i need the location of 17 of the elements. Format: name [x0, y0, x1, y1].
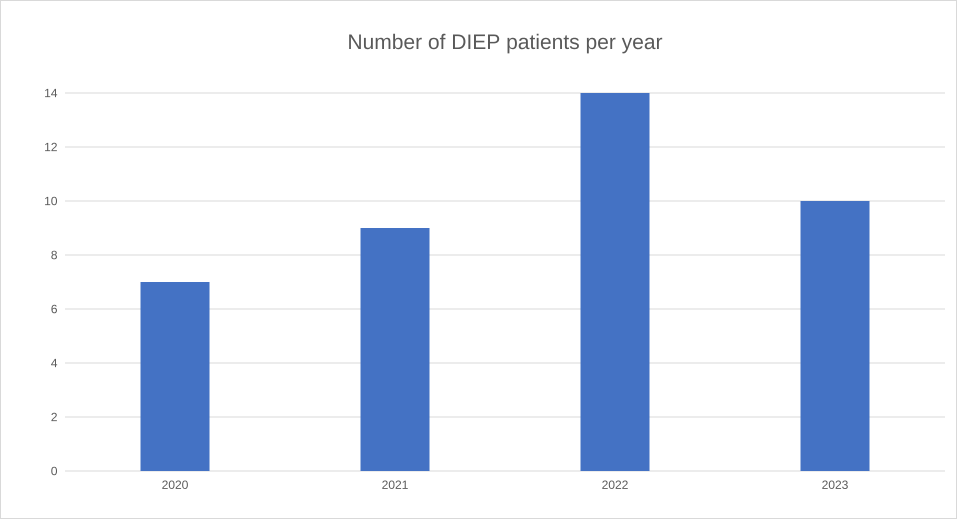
y-tick-label: 0: [51, 466, 58, 476]
bar: [360, 228, 430, 471]
x-tick-label: 2020: [162, 480, 188, 490]
y-tick-label: 10: [45, 196, 58, 206]
x-tick-label: 2023: [822, 480, 848, 490]
x-tick-label: 2021: [382, 480, 408, 490]
y-tick-label: 6: [51, 304, 57, 314]
bar: [140, 282, 210, 471]
y-tick-label: 14: [45, 88, 58, 98]
chart-title: Number of DIEP patients per year: [349, 34, 662, 54]
y-tick-label: 12: [45, 142, 57, 152]
y-tick-label: 2: [51, 412, 57, 422]
bar: [580, 92, 650, 471]
y-tick-label: 4: [51, 358, 58, 368]
bar: [800, 200, 870, 471]
y-tick-label: 8: [51, 250, 57, 260]
x-tick-label: 2022: [602, 480, 628, 490]
